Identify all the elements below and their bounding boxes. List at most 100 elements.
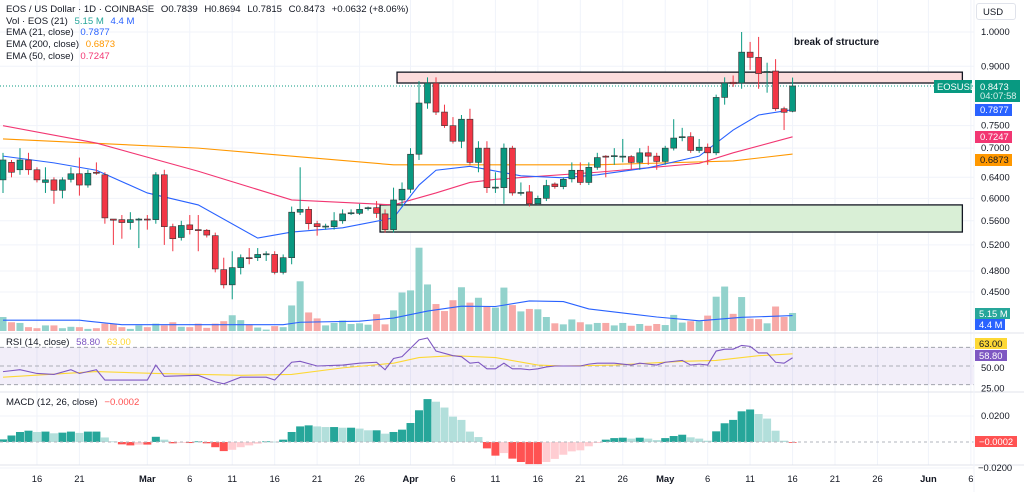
macd-histogram-bar [347,427,356,442]
candle-body [449,125,457,142]
vol-tag-bg [975,308,1010,319]
candle-body [466,118,474,163]
macd-histogram-bar [219,442,228,452]
volume-bar [126,328,134,331]
ema50-legend[interactable]: EMA (50, close) 0.7247 [6,51,114,62]
candle-body [721,82,728,98]
currency-button[interactable]: USD [976,3,1016,20]
price-tick-label: 0.4500 [981,286,1010,297]
time-tick-label: 21 [312,473,322,484]
grid [0,0,974,469]
candle-body [186,224,194,230]
volume-bar [254,327,262,331]
volume-bar [237,320,245,331]
volume-bar [738,297,746,331]
volume-bar [24,327,32,331]
candle-body [322,225,329,228]
macd-tag: −0.0002 [979,436,1013,447]
volume-bar [653,324,661,331]
macd-histogram-bar [610,438,619,442]
macd-histogram-bar [160,439,169,442]
macd-histogram-bar [644,438,653,442]
candle-body [526,191,533,205]
candle-body [644,152,652,157]
macd-histogram-bar [601,439,610,442]
symbol-legend[interactable]: EOS / US Dollar · 1D · COINBASE O0.7839 … [6,4,412,15]
candle-body [695,146,703,151]
candle-body [237,257,245,268]
macd-histogram-bar [448,416,457,442]
vol-ma-tag-bg [975,319,1005,330]
candle-body [59,179,66,191]
macd-label: MACD (12, 26, close) [6,397,98,408]
price-tag-bg [975,80,1020,102]
macd-histogram-bar [780,440,789,442]
candle-body [458,118,465,142]
volume-bar [152,323,160,331]
zones[interactable] [0,71,974,233]
ema21-tag: 0.7877 [980,104,1009,115]
macd-legend[interactable]: MACD (12, 26, close) −0.0002 [6,397,143,408]
candles [0,32,796,300]
candle-body [593,157,601,168]
volume-value: 5.15 M [74,16,104,27]
candle-body [789,85,796,112]
macd-histogram-bar [406,423,415,442]
ema50-tag-bg [975,131,1012,143]
candle-body [364,207,372,209]
volume-legend[interactable]: Vol · EOS (21) 5.15 M 4.4 M [6,16,139,27]
candle-body [653,155,661,162]
macd-histogram-bar [703,440,712,442]
ema21-legend[interactable]: EMA (21, close) 0.7877 [6,27,114,38]
candle-body [432,82,440,113]
candle-body [305,209,312,225]
time-tick-label: May [656,473,675,484]
macd-histogram-bar [32,431,41,442]
volume-bar [381,324,389,331]
macd-histogram-bar [712,431,721,442]
ema50-tag: 0.7247 [980,131,1009,142]
vol-tag: 5.15 M [979,308,1008,319]
rsi-ma-tag: 63.00 [979,338,1002,349]
candle-body [500,147,508,188]
candle-body [441,111,448,126]
price-tick-label: 0.6400 [981,171,1010,182]
volume-bar [0,317,7,331]
ema50-label: EMA (50, close) [6,51,74,62]
rsi-legend[interactable]: RSI (14, close) 58.80 63.00 [6,337,135,348]
macd-histogram-bar [669,436,678,442]
candle-body [509,147,516,194]
macd-histogram-bar [431,401,440,442]
volume-bar [585,324,593,331]
ema200-legend[interactable]: EMA (200, close) 0.6873 [6,39,119,50]
ema21-tag-bg [975,104,1012,116]
macd-histogram-bar [593,442,602,444]
macd-histogram-bar [474,437,483,442]
volume-bar [407,290,415,331]
macd-histogram-bar [720,423,729,442]
volume-bar [610,325,618,331]
volume-bars [0,247,797,331]
price-tag: 0.8473 [980,81,1009,92]
rsi-label: RSI (14, close) [6,337,70,348]
volume-bar [50,325,58,331]
volume-bar [262,329,270,331]
time-tick-label: Jun [920,473,937,484]
candle-body [296,209,304,213]
volume-bar [789,312,797,331]
macd-histogram-bar [24,430,33,442]
price-tick-label: 0.6000 [981,192,1010,203]
candle-body [8,162,15,173]
time-tick-label: 6 [705,473,710,484]
candle-body [619,155,627,158]
price-tick-label: 0.9000 [981,60,1010,71]
volume-bar [135,325,143,331]
rsi-ma-value: 63.00 [106,337,131,348]
volume-bar [661,325,669,331]
price-tick-label: 1.0000 [981,26,1010,37]
macd-histogram-bar [364,430,373,442]
annotation-break-of-structure[interactable]: break of structure [794,37,879,48]
candle-body [169,226,177,240]
time-tick-label: 16 [533,473,543,484]
